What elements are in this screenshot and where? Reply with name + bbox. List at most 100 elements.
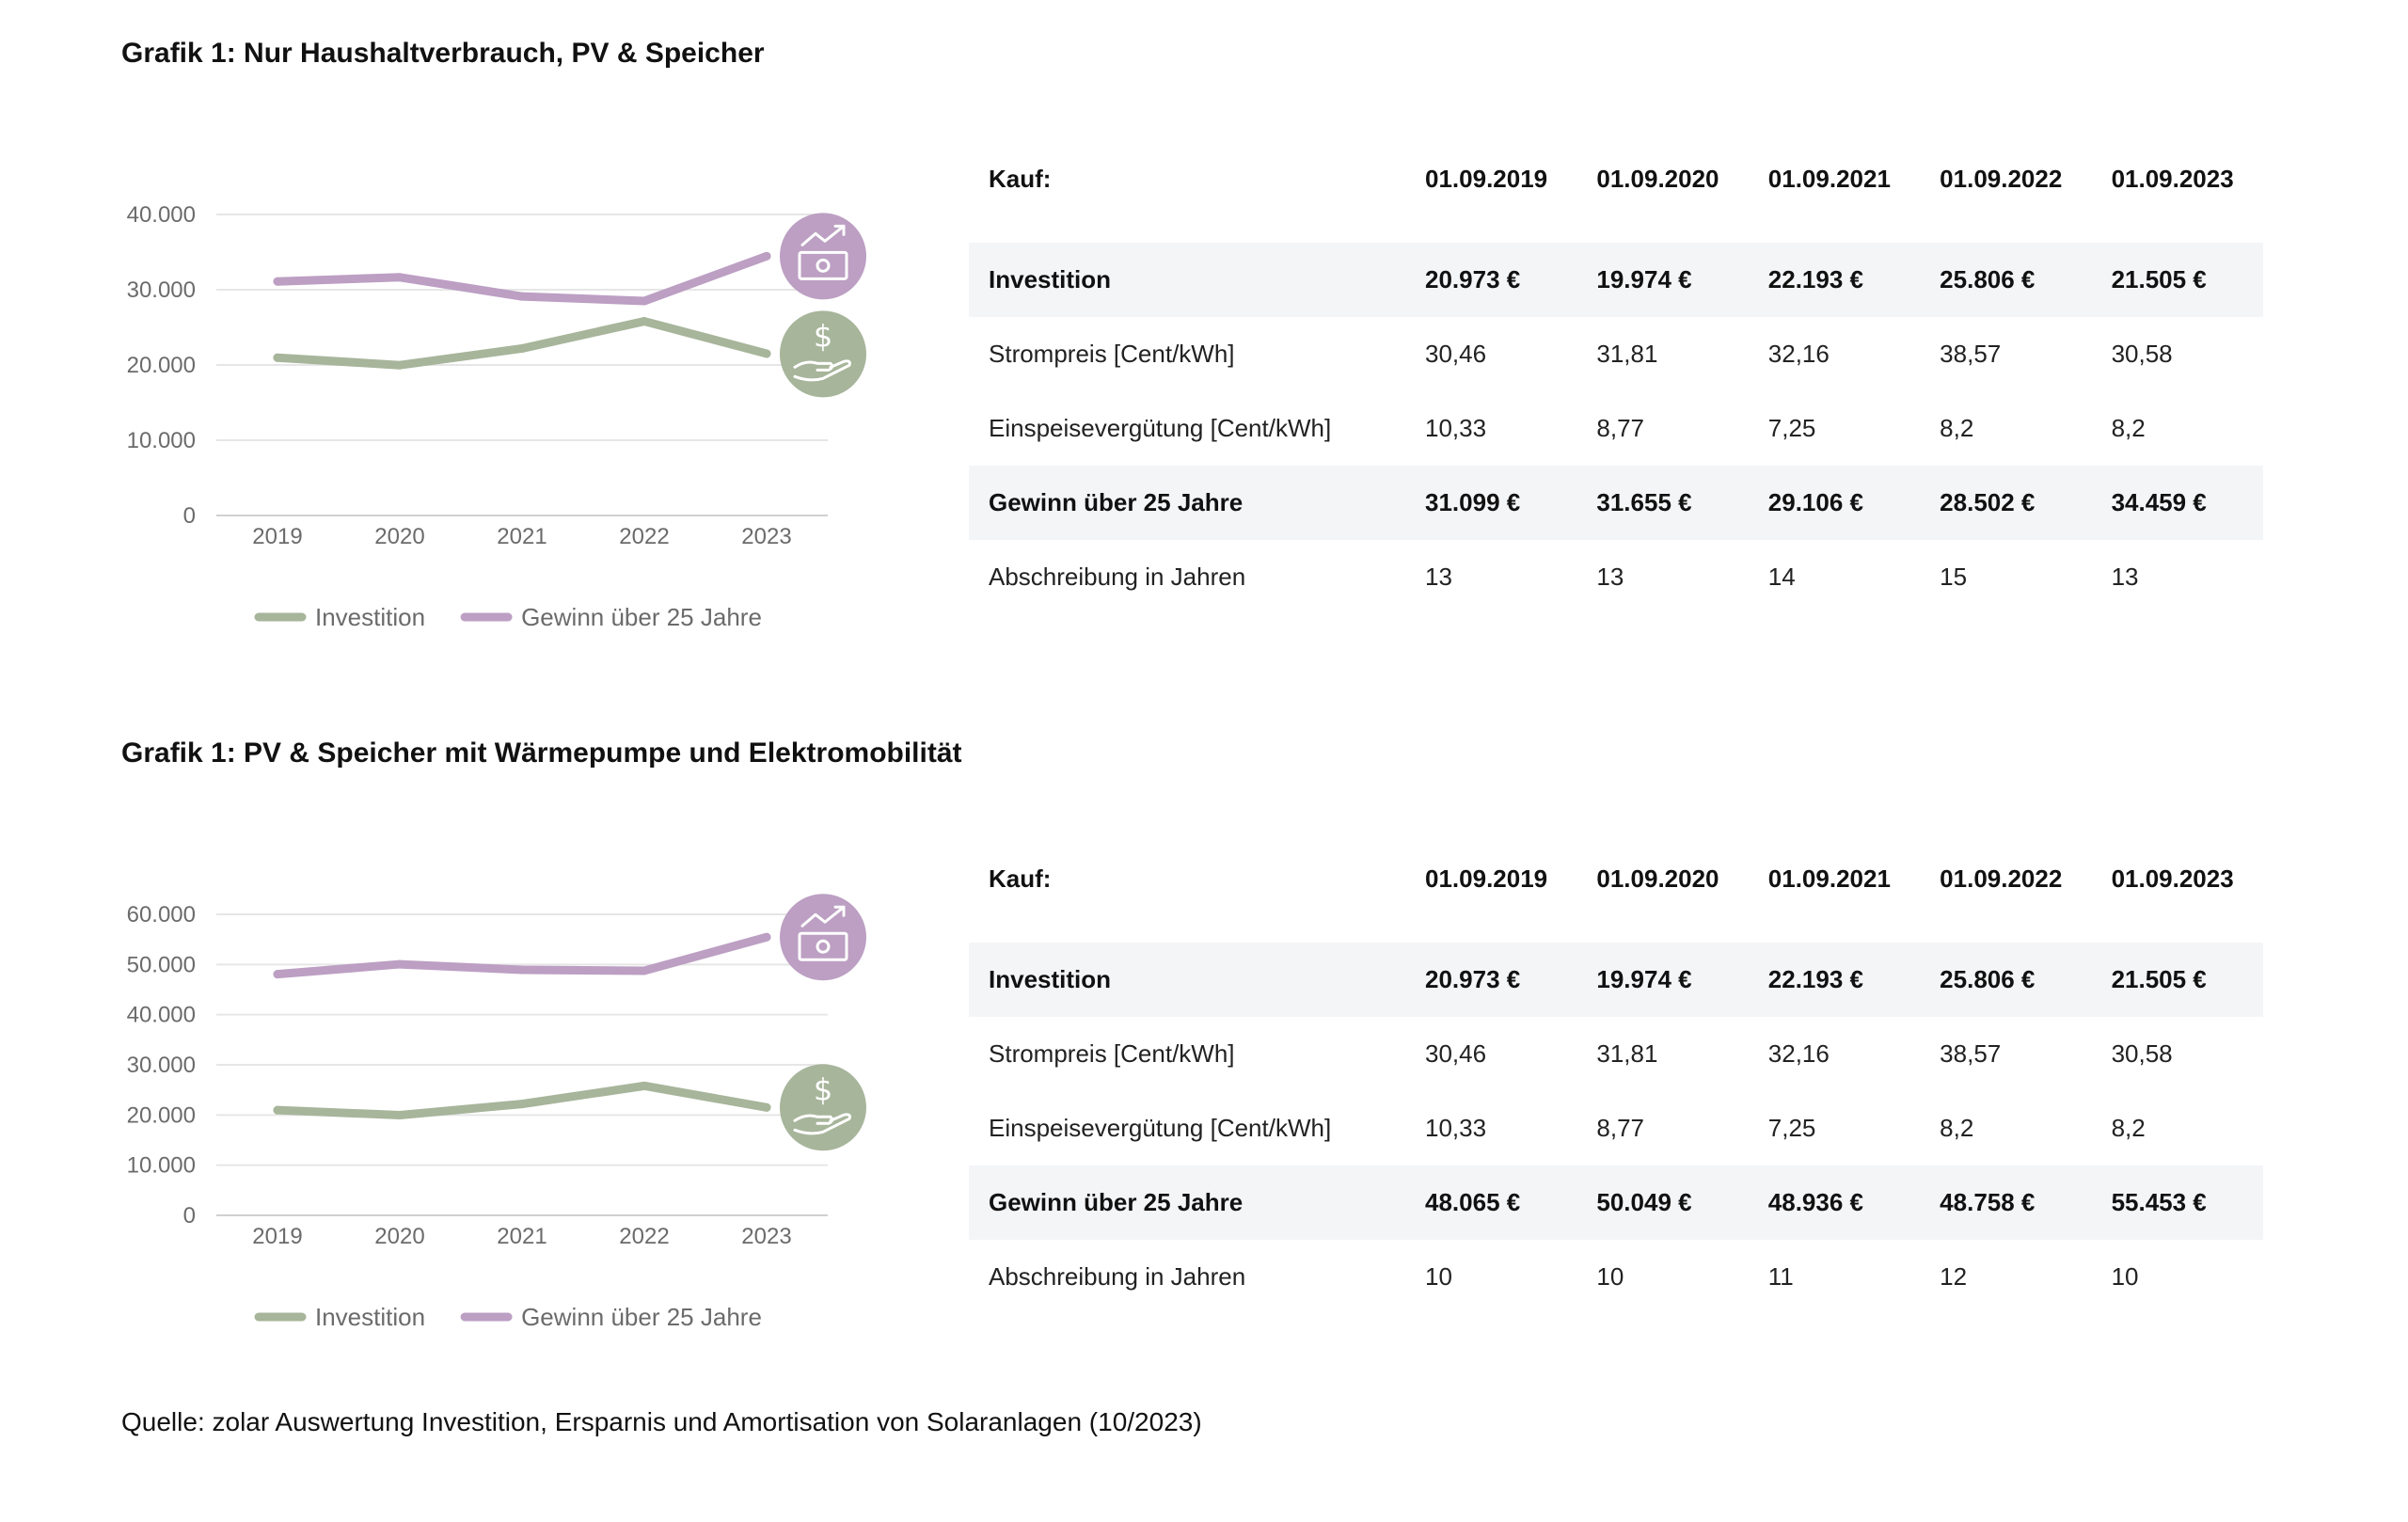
- section-title: Grafik 1: PV & Speicher mit Wärmepumpe u…: [121, 737, 962, 769]
- table-header-date: 01.09.2023: [2111, 164, 2234, 193]
- table-row: Gewinn über 25 Jahre 31.099 €31.655 €29.1…: [969, 466, 2263, 540]
- table-spacer: [969, 916, 2263, 943]
- table-header-date: 01.09.2022: [1940, 864, 2063, 893]
- y-tick-label: 40.000: [127, 202, 196, 228]
- table-cell: 10: [2111, 1262, 2139, 1291]
- table-cell: 8,2: [2111, 414, 2146, 442]
- svg-text:$: $: [814, 1071, 832, 1107]
- data-point: [640, 966, 649, 975]
- table-header-date: 01.09.2020: [1596, 164, 1719, 193]
- y-tick-label: 60.000: [127, 902, 196, 927]
- y-tick-label: 10.000: [127, 1153, 196, 1179]
- row-label: Abschreibung in Jahren: [989, 1262, 1246, 1291]
- table-cell: 21.505 €: [2091, 943, 2263, 1017]
- table-cell: 31,81: [1596, 340, 1658, 368]
- data-point: [273, 277, 282, 286]
- table-cell: 21.505 €: [2091, 243, 2263, 317]
- row-label: Gewinn über 25 Jahre: [969, 1165, 1405, 1240]
- table-cell: 31.655 €: [1576, 466, 1749, 540]
- table-header-row: Kauf: 01.09.2019 01.09.2020 01.09.2021 01.09…: [969, 141, 2263, 216]
- table-header-date: 01.09.2022: [1940, 164, 2063, 193]
- x-tick-label: 2021: [497, 524, 547, 549]
- data-point: [395, 360, 404, 370]
- row-label: Einspeisevergütung [Cent/kWh]: [989, 1114, 1332, 1142]
- table-header-date: 01.09.2021: [1767, 164, 1891, 193]
- money-hand-icon: $: [780, 1064, 866, 1151]
- table-header-label: Kauf:: [989, 164, 1052, 193]
- table-header-date: 01.09.2020: [1596, 864, 1719, 893]
- table-cell: 14: [1767, 563, 1796, 591]
- table-row: Investition 20.973 €19.974 €22.193 €25.80…: [969, 943, 2263, 1017]
- table-cell: 10,33: [1425, 414, 1487, 442]
- table-cell: 30,46: [1425, 1039, 1487, 1068]
- section-title: Grafik 1: Nur Haushaltverbrauch, PV & Sp…: [121, 38, 765, 69]
- line-chart: 0 10.000 20.000 30.000 40.000 2019 2020 2021 202…: [127, 202, 866, 631]
- table-cell: 11: [1767, 1262, 1794, 1291]
- series-line: [273, 317, 771, 370]
- data-point: [273, 353, 282, 362]
- data-point: [517, 343, 527, 353]
- table-cell: 10: [1596, 1262, 1624, 1291]
- table-cell: 7,25: [1767, 1114, 1816, 1142]
- y-tick-label: 20.000: [127, 353, 196, 378]
- x-tick-label: 2020: [374, 524, 424, 549]
- table-cell: 48.758 €: [1920, 1165, 2092, 1240]
- table-cell: 48.936 €: [1748, 1165, 1921, 1240]
- table-cell: 32,16: [1767, 340, 1830, 368]
- data-point: [762, 1102, 771, 1112]
- y-tick-label: 30.000: [127, 277, 196, 303]
- y-tick-label: 20.000: [127, 1102, 196, 1128]
- table-cell: 10,33: [1425, 1114, 1487, 1142]
- data-table: Kauf: 01.09.2019 01.09.2020 01.09.2021 01.09…: [969, 841, 2263, 1314]
- table-row: Abschreibung in Jahren 10 10 11 12 10: [969, 1240, 2263, 1314]
- table-cell: 29.106 €: [1748, 466, 1921, 540]
- data-point: [640, 296, 649, 306]
- data-point: [640, 1081, 649, 1090]
- data-point: [517, 292, 527, 301]
- table-row: Einspeisevergütung [Cent/kWh] 10,33 8,77 7,…: [969, 1091, 2263, 1165]
- table-header-label: Kauf:: [989, 864, 1052, 893]
- table-cell: 30,58: [2111, 340, 2173, 368]
- table-cell: 13: [1596, 563, 1624, 591]
- table-header-date: 01.09.2019: [1425, 864, 1548, 893]
- data-point: [395, 273, 404, 282]
- table-cell: 8,2: [1940, 1114, 1974, 1142]
- data-point: [273, 970, 282, 979]
- table-cell: 12: [1940, 1262, 1968, 1291]
- x-tick-label: 2023: [741, 1224, 791, 1249]
- row-label: Investition: [969, 243, 1405, 317]
- table-cell: 31,81: [1596, 1039, 1658, 1068]
- table-cell: 20.973 €: [1405, 943, 1577, 1017]
- table-cell: 32,16: [1767, 1039, 1830, 1068]
- table-cell: 28.502 €: [1920, 466, 2092, 540]
- money-growth-icon: [780, 894, 866, 981]
- data-point: [517, 1100, 527, 1109]
- data-point: [517, 965, 527, 975]
- table-cell: 8,77: [1596, 414, 1644, 442]
- table-cell: 20.973 €: [1405, 243, 1577, 317]
- data-point: [395, 1110, 404, 1119]
- source-note: Quelle: zolar Auswertung Investition, Er…: [121, 1407, 1202, 1436]
- table-row: Gewinn über 25 Jahre 48.065 €50.049 €48.9…: [969, 1165, 2263, 1240]
- y-tick-label: 50.000: [127, 952, 196, 977]
- table-row: Investition 20.973 €19.974 €22.193 €25.80…: [969, 243, 2263, 317]
- table-cell: 38,57: [1940, 340, 2002, 368]
- data-point: [273, 1105, 282, 1115]
- legend-label: Gewinn über 25 Jahre: [521, 1303, 762, 1331]
- y-tick-label: 10.000: [127, 428, 196, 453]
- y-tick-label: 30.000: [127, 1053, 196, 1078]
- table-cell: 8,77: [1596, 1114, 1644, 1142]
- data-point: [762, 932, 771, 942]
- table-cell: 48.065 €: [1405, 1165, 1577, 1240]
- row-label: Strompreis [Cent/kWh]: [989, 1039, 1235, 1068]
- row-label: Investition: [969, 943, 1405, 1017]
- table-cell: 13: [1425, 563, 1452, 591]
- table-cell: 13: [2111, 563, 2139, 591]
- legend-label: Investition: [315, 1303, 425, 1331]
- legend-label: Gewinn über 25 Jahre: [521, 603, 762, 631]
- y-tick-label: 0: [183, 503, 196, 529]
- table-row: Abschreibung in Jahren 13 13 14 15 13: [969, 540, 2263, 614]
- table-cell: 50.049 €: [1576, 1165, 1749, 1240]
- table-header-date: 01.09.2023: [2111, 864, 2234, 893]
- data-point: [395, 959, 404, 969]
